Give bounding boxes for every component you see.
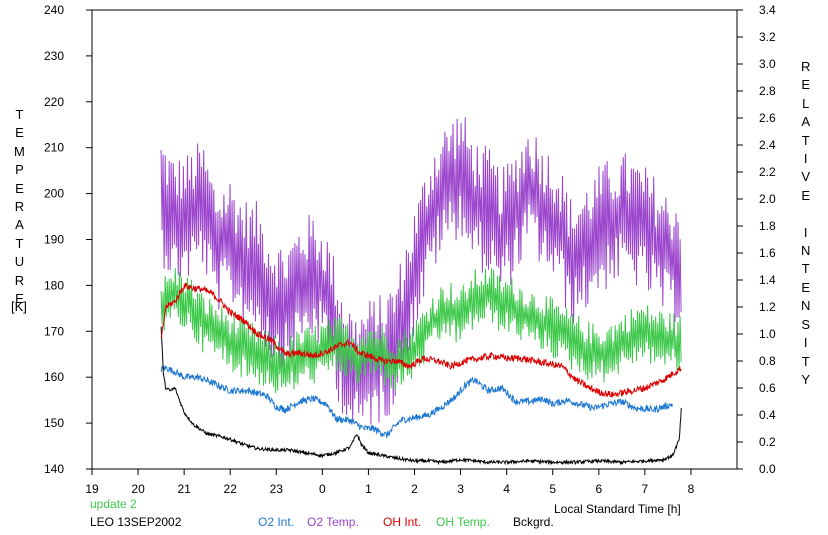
y-left-tick-label: 170 (44, 324, 64, 338)
axis-label-letter: T (15, 107, 24, 122)
axis-label-letter: U (14, 254, 25, 270)
y-right-tick-label: 0.4 (759, 408, 776, 422)
y-left-tick-label: 180 (44, 278, 64, 292)
axis-label-letter: A (801, 114, 811, 130)
y-right-tick-label: 0.0 (759, 462, 776, 476)
legend-o2-int: O2 Int. (258, 515, 295, 529)
x-tick-label: 0 (319, 482, 326, 496)
y-left-tick-label: 200 (44, 187, 64, 201)
legend-oh-temp: OH Temp. (436, 515, 490, 529)
y-right-tick-label: 2.4 (759, 138, 776, 152)
x-tick-label: 2 (411, 482, 418, 496)
axis-label-letter: Y (801, 371, 811, 387)
legend-bckgrd: Bckgrd. (513, 515, 554, 529)
axis-label-letter: E (801, 187, 811, 203)
series-line-oh-int (160, 282, 682, 398)
y-left-tick-label: 160 (44, 370, 64, 384)
x-axis-label: Local Standard Time [h] (554, 502, 681, 516)
y-right-tick-label: 1.0 (759, 327, 776, 341)
y-left-tick-label: 190 (44, 233, 64, 247)
axis-label-letter: N (801, 243, 811, 259)
axis-label-letter: I (803, 151, 808, 167)
x-tick-label: 5 (549, 482, 556, 496)
axis-label-letter: T (801, 353, 810, 369)
x-tick-label: 20 (131, 482, 145, 496)
y-right-tick-label: 1.2 (759, 300, 776, 314)
x-tick-label: 1 (365, 482, 372, 496)
y-right-tick-label: 1.8 (759, 219, 776, 233)
y-right-tick-label: 0.6 (759, 381, 776, 395)
x-tick-label: 22 (224, 482, 238, 496)
axis-label-letter: P (15, 162, 24, 178)
update-label: update 2 (90, 497, 137, 511)
axis-label-letter: E (15, 180, 24, 196)
y-left-unit-label: [K] (11, 299, 27, 314)
axis-label-letter: E (801, 279, 811, 295)
axis-label-letter: L (802, 95, 810, 111)
y-right-tick-label: 0.2 (759, 435, 776, 449)
y-left-tick-label: 220 (44, 95, 64, 109)
axis-label-letter: R (14, 272, 25, 288)
x-tick-label: 8 (688, 482, 695, 496)
y-right-tick-label: 2.0 (759, 192, 776, 206)
x-tick-label: 3 (457, 482, 464, 496)
axis-label-letter (804, 205, 808, 223)
y-right-tick-label: 2.6 (759, 111, 776, 125)
legend-o2-temp: O2 Temp. (307, 515, 359, 529)
y-right-tick-label: 0.8 (759, 354, 776, 368)
y-right-tick-label: 1.6 (759, 246, 776, 260)
y-right-tick-label: 2.8 (759, 84, 776, 98)
y-right-tick-label: 2.2 (759, 165, 776, 179)
axis-label-letter: T (15, 235, 24, 251)
axis-label-letter: T (801, 132, 810, 148)
series-line-o2-temp (160, 117, 682, 425)
series-line-bckgrd (160, 326, 682, 466)
y-left-tick-label: 150 (44, 416, 64, 430)
y-left-tick-label: 240 (44, 3, 64, 17)
x-tick-label: 6 (595, 482, 602, 496)
axis-label-letter: M (14, 143, 25, 159)
y-right-tick-label: 3.2 (759, 30, 776, 44)
axis-label-letter: E (15, 125, 24, 141)
y-right-tick-label: 1.4 (759, 273, 776, 287)
axis-label-letter: S (801, 316, 811, 332)
x-tick-label: 21 (177, 482, 191, 496)
y-left-tick-label: 230 (44, 49, 64, 63)
axis-label-letter: E (15, 291, 24, 307)
x-tick-label: 19 (85, 482, 99, 496)
axis-label-letter: N (801, 298, 811, 314)
series-line-o2-int (160, 365, 673, 438)
axis-label-letter: R (14, 199, 25, 215)
axis-label-letter: E (801, 77, 811, 93)
axis-label-letter: V (801, 169, 811, 185)
y-left-tick-label: 140 (44, 462, 64, 476)
axis-label-letter: I (803, 335, 808, 351)
y-right-tick-label: 3.4 (759, 3, 776, 17)
series-line-oh-temp (160, 267, 682, 394)
y-right-tick-label: 3.0 (759, 57, 776, 71)
legend-oh-int: OH Int. (383, 515, 422, 529)
y-left-tick-label: 210 (44, 141, 64, 155)
x-tick-label: 7 (642, 482, 649, 496)
axis-label-letter: R (801, 59, 811, 74)
x-tick-label: 23 (270, 482, 284, 496)
station-date-label: LEO 13SEP2002 (90, 515, 182, 529)
axis-label-letter: A (15, 217, 24, 233)
axis-label-letter: T (801, 261, 810, 277)
axis-label-letter: I (803, 224, 808, 240)
x-tick-label: 4 (503, 482, 510, 496)
